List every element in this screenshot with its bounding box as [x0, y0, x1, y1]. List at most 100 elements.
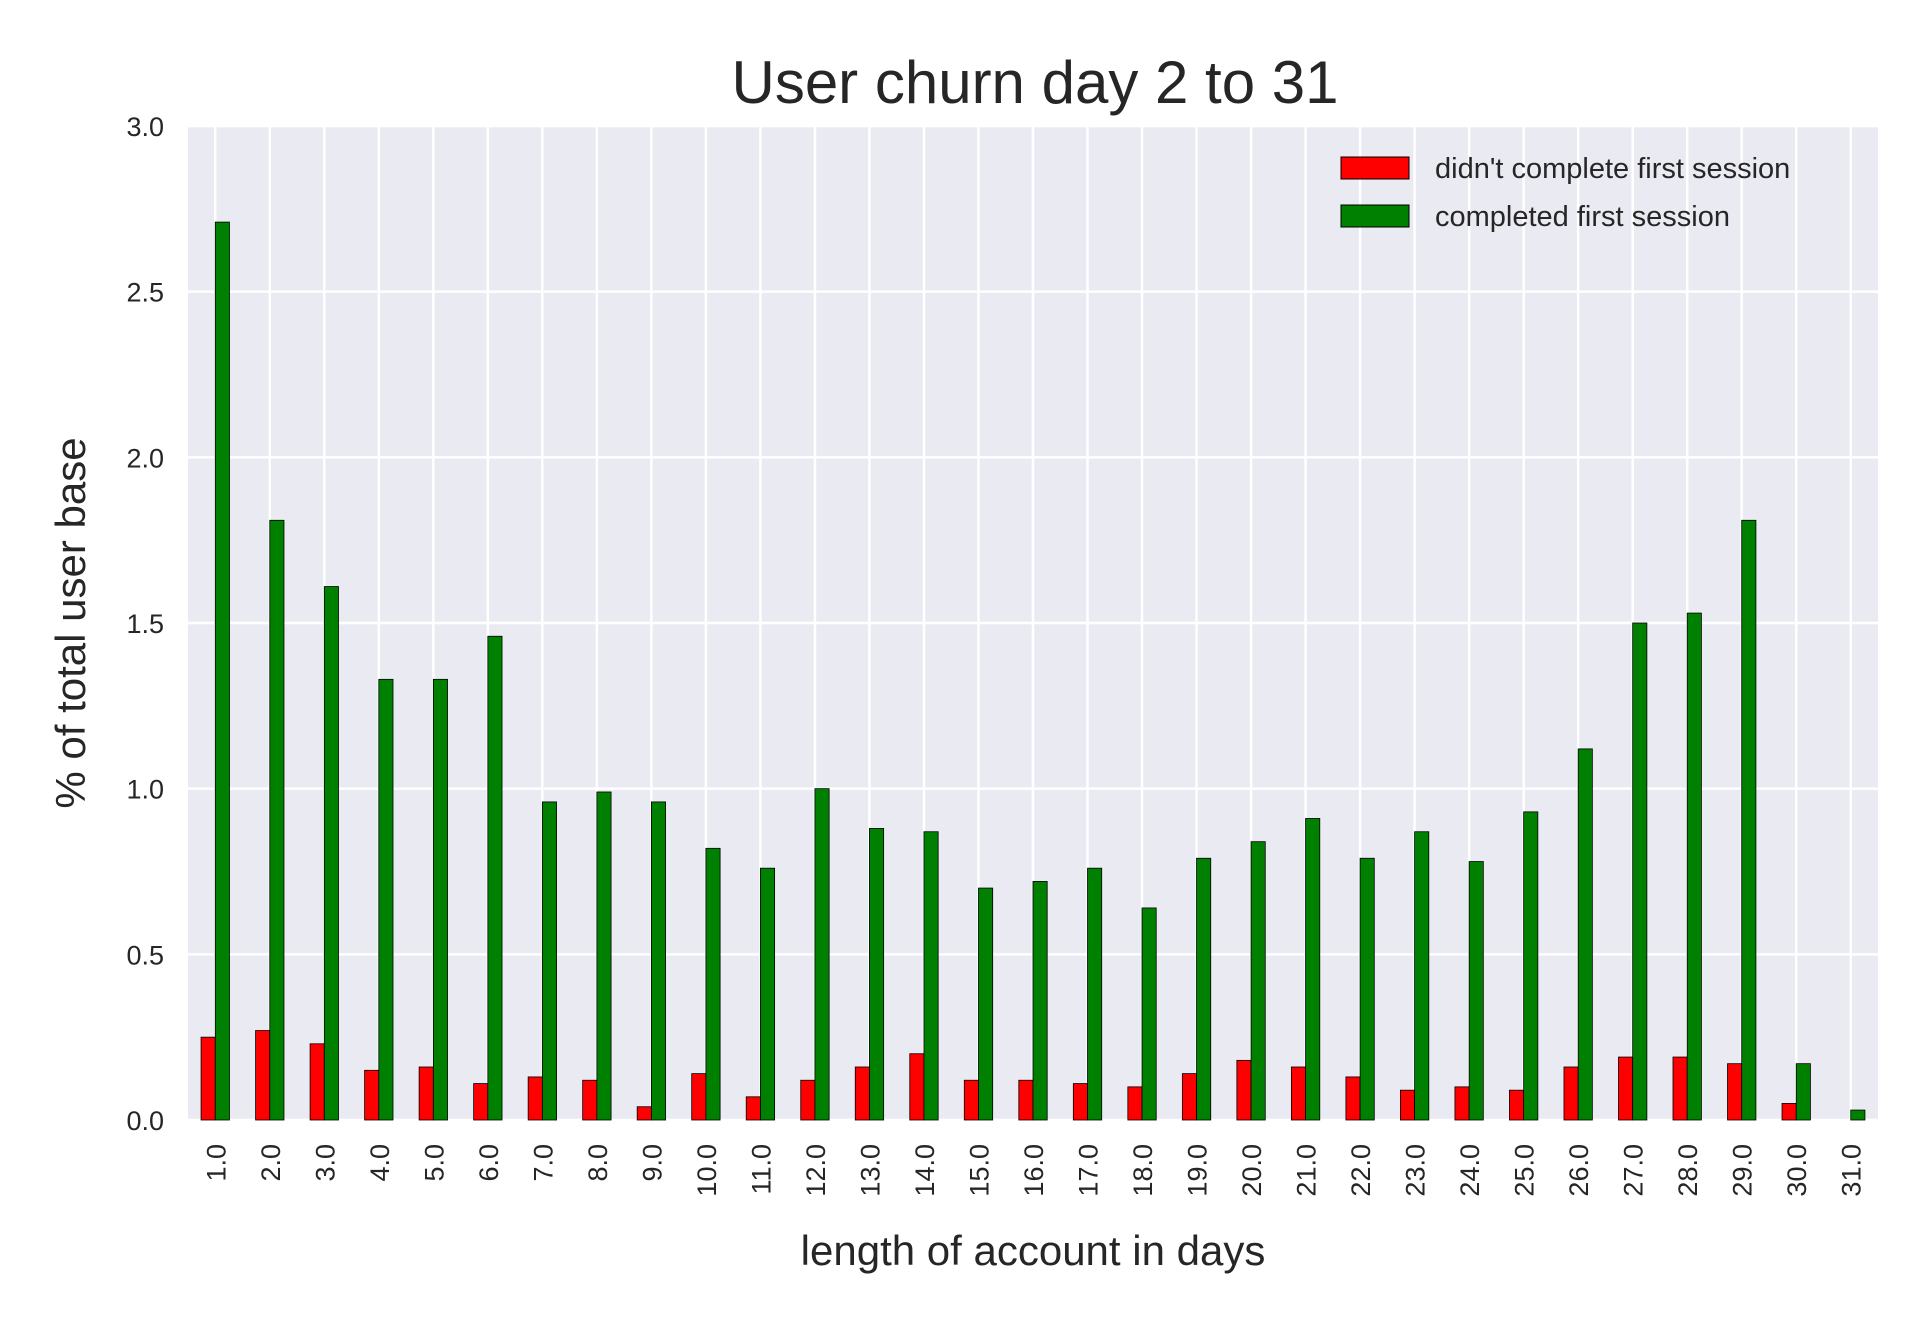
- bar-completed: [1032, 881, 1048, 1121]
- bar-not-completed: [1127, 1086, 1143, 1121]
- x-tick-label: 31.0: [1837, 1144, 1867, 1197]
- legend-label-1: completed first session: [1435, 201, 1730, 233]
- x-tick-label: 5.0: [419, 1144, 449, 1182]
- bar-not-completed: [418, 1066, 434, 1121]
- bar-completed: [214, 221, 230, 1121]
- bar-completed: [1305, 818, 1321, 1121]
- x-tick-label: 3.0: [310, 1144, 340, 1182]
- bar-completed: [1795, 1063, 1811, 1121]
- legend: didn't complete first session completed …: [1340, 153, 1790, 233]
- bar-completed: [1196, 857, 1212, 1121]
- y-tick-label: 0.0: [126, 1106, 164, 1136]
- x-tick-label: 24.0: [1455, 1144, 1485, 1197]
- bar-not-completed: [582, 1079, 598, 1121]
- x-tick-label: 14.0: [910, 1144, 940, 1197]
- x-tick-label: 12.0: [801, 1144, 831, 1197]
- bar-completed: [1523, 811, 1539, 1121]
- bar-not-completed: [255, 1030, 271, 1121]
- legend-label-0: didn't complete first session: [1435, 153, 1790, 185]
- x-tick-label: 21.0: [1292, 1144, 1322, 1197]
- bar-completed: [596, 791, 612, 1121]
- bar-not-completed: [309, 1043, 325, 1121]
- x-tick-label: 29.0: [1728, 1144, 1758, 1197]
- x-tick-label: 9.0: [637, 1144, 667, 1182]
- bar-not-completed: [1727, 1063, 1743, 1121]
- bar-completed: [814, 788, 830, 1121]
- bar-not-completed: [1563, 1066, 1579, 1121]
- legend-swatch-0: [1340, 156, 1410, 180]
- x-tick-label: 20.0: [1237, 1144, 1267, 1197]
- bar-completed: [541, 801, 557, 1121]
- bar-completed: [378, 678, 394, 1121]
- bar-completed: [1741, 519, 1757, 1121]
- bar-not-completed: [1018, 1079, 1034, 1121]
- bar-completed: [760, 867, 776, 1121]
- y-axis-label: % of total user base: [47, 437, 94, 808]
- bar-not-completed: [1400, 1089, 1416, 1121]
- bar-completed: [1087, 867, 1103, 1121]
- bar-completed: [650, 801, 666, 1121]
- bar-not-completed: [473, 1083, 489, 1121]
- bar-not-completed: [1290, 1066, 1306, 1121]
- bar-not-completed: [745, 1096, 761, 1121]
- x-tick-label: 13.0: [855, 1144, 885, 1197]
- x-tick-label: 30.0: [1782, 1144, 1812, 1197]
- y-tick-label: 1.0: [126, 775, 164, 805]
- bar-not-completed: [1618, 1056, 1634, 1121]
- bar-not-completed: [1509, 1089, 1525, 1121]
- x-tick-label: 6.0: [474, 1144, 504, 1182]
- bar-not-completed: [1345, 1076, 1361, 1121]
- x-tick-label: 10.0: [692, 1144, 722, 1197]
- chart-title: User churn day 2 to 31: [731, 49, 1338, 116]
- bar-completed: [1359, 857, 1375, 1121]
- bar-not-completed: [1454, 1086, 1470, 1121]
- x-tick-label: 15.0: [964, 1144, 994, 1197]
- y-tick-label: 0.5: [126, 940, 164, 970]
- legend-swatch-1: [1340, 204, 1410, 228]
- bar-completed: [1414, 831, 1430, 1121]
- x-tick-label: 8.0: [583, 1144, 613, 1182]
- bar-completed: [269, 519, 285, 1121]
- y-tick-label: 2.5: [126, 278, 164, 308]
- x-tick-label: 7.0: [528, 1144, 558, 1182]
- bar-not-completed: [854, 1066, 870, 1121]
- x-tick-label: 19.0: [1183, 1144, 1213, 1197]
- bar-not-completed: [364, 1069, 380, 1121]
- bar-not-completed: [963, 1079, 979, 1121]
- bar-completed: [323, 586, 339, 1121]
- bar-completed: [705, 847, 721, 1121]
- x-tick-label: 27.0: [1619, 1144, 1649, 1197]
- x-tick-labels: 1.0 2.0 3.0 4.0 5.0 6.0 7.0 8.0 9.0 10.0 11.0 12.0 1…: [201, 1144, 1866, 1197]
- x-tick-label: 26.0: [1564, 1144, 1594, 1197]
- bar-not-completed: [691, 1073, 707, 1121]
- bar-completed: [923, 831, 939, 1121]
- bar-not-completed: [200, 1036, 216, 1121]
- bar-completed: [432, 678, 448, 1121]
- y-tick-labels: 0.0 0.5 1.0 1.5 2.0 2.5 3.0: [126, 112, 164, 1136]
- x-tick-label: 16.0: [1019, 1144, 1049, 1197]
- bar-not-completed: [800, 1079, 816, 1121]
- bar-not-completed: [909, 1053, 925, 1121]
- y-tick-label: 1.5: [126, 609, 164, 639]
- bar-completed: [1686, 612, 1702, 1121]
- bar-not-completed: [1236, 1059, 1252, 1121]
- x-tick-label: 1.0: [201, 1144, 231, 1182]
- x-tick-label: 4.0: [365, 1144, 395, 1182]
- bar-not-completed: [527, 1076, 543, 1121]
- bar-completed: [1468, 861, 1484, 1121]
- bar-not-completed: [1072, 1083, 1088, 1121]
- x-tick-label: 25.0: [1510, 1144, 1540, 1197]
- x-tick-label: 2.0: [256, 1144, 286, 1182]
- bar-not-completed: [1781, 1103, 1797, 1121]
- bars: [200, 221, 1866, 1121]
- x-tick-label: 11.0: [746, 1144, 776, 1195]
- bar-completed: [1632, 622, 1648, 1121]
- bar-not-completed: [1181, 1073, 1197, 1121]
- x-tick-label: 23.0: [1401, 1144, 1431, 1197]
- y-tick-label: 2.0: [126, 443, 164, 473]
- bar-completed: [1250, 841, 1266, 1121]
- x-axis-label: length of account in days: [801, 1227, 1266, 1274]
- x-tick-label: 22.0: [1346, 1144, 1376, 1197]
- bar-completed: [1141, 907, 1157, 1121]
